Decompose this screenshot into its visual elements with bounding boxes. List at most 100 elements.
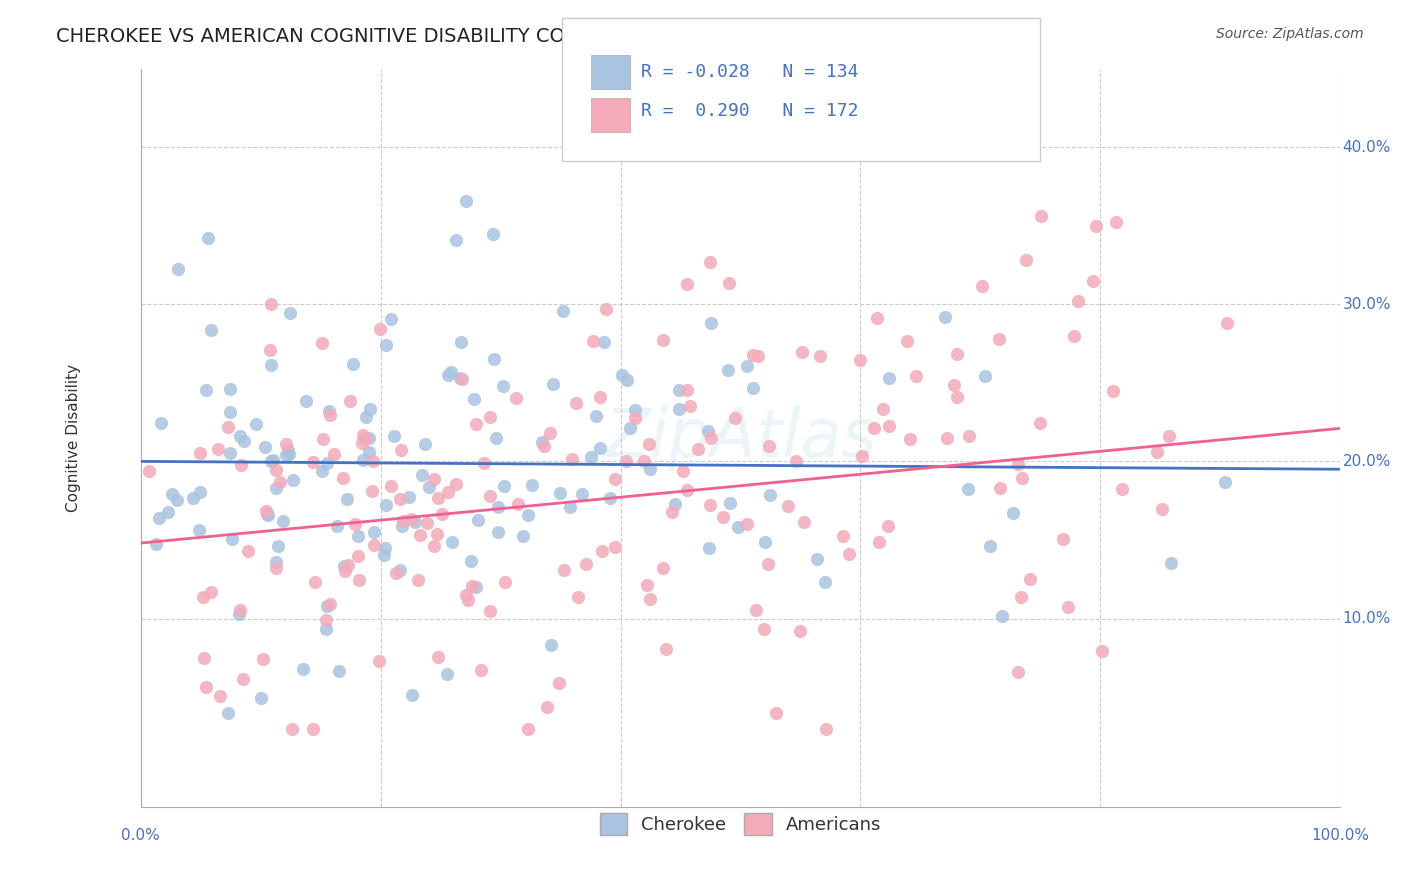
Point <box>603 540 626 554</box>
Point <box>808 350 831 364</box>
Point <box>217 420 239 434</box>
Point <box>436 666 458 681</box>
Point <box>373 548 395 562</box>
Text: CHEROKEE VS AMERICAN COGNITIVE DISABILITY CORRELATION CHART: CHEROKEE VS AMERICAN COGNITIVE DISABILIT… <box>56 27 747 45</box>
Point <box>264 561 287 575</box>
Point <box>675 483 697 498</box>
Point <box>361 453 384 467</box>
Point <box>312 432 335 446</box>
Point <box>758 439 780 453</box>
Point <box>638 462 661 476</box>
Point <box>349 574 371 588</box>
Point <box>1102 384 1125 399</box>
Point <box>898 433 921 447</box>
Point <box>207 442 229 456</box>
Point <box>391 519 413 533</box>
Point <box>193 591 215 605</box>
Point <box>409 528 432 542</box>
Point <box>363 525 385 540</box>
Point <box>218 405 240 419</box>
Point <box>1159 429 1181 443</box>
Point <box>541 376 564 391</box>
Point <box>505 391 527 405</box>
Point <box>540 638 562 652</box>
Point <box>482 227 505 242</box>
Point <box>1085 219 1108 233</box>
Text: Source: ZipAtlas.com: Source: ZipAtlas.com <box>1216 27 1364 41</box>
Point <box>560 500 582 515</box>
Point <box>849 352 872 367</box>
Point <box>423 472 446 486</box>
Point <box>440 365 463 379</box>
Point <box>336 492 359 507</box>
Point <box>266 463 288 477</box>
Point <box>619 421 641 435</box>
Point <box>688 442 710 457</box>
Point <box>160 487 183 501</box>
Point <box>868 535 890 549</box>
Point <box>374 541 396 556</box>
Point <box>389 491 412 506</box>
Point <box>257 508 280 523</box>
Point <box>1052 532 1074 546</box>
Point <box>264 555 287 569</box>
Point <box>352 428 374 442</box>
Point <box>1150 502 1173 516</box>
Point <box>1029 416 1052 430</box>
Point <box>427 649 450 664</box>
Point <box>697 424 720 438</box>
Point <box>565 396 588 410</box>
Point <box>391 514 413 528</box>
Point <box>785 454 807 468</box>
Point <box>652 561 675 575</box>
Point <box>333 564 356 578</box>
Point <box>260 453 283 467</box>
Text: 30.0%: 30.0% <box>1343 297 1391 311</box>
Point <box>461 579 484 593</box>
Point <box>492 378 515 392</box>
Point <box>747 349 769 363</box>
Point <box>655 642 678 657</box>
Point <box>360 483 382 498</box>
Point <box>418 480 440 494</box>
Point <box>229 603 252 617</box>
Point <box>636 578 658 592</box>
Point <box>218 446 240 460</box>
Point <box>380 479 402 493</box>
Point <box>281 722 304 736</box>
Point <box>610 368 633 383</box>
Point <box>668 402 690 417</box>
Point <box>278 306 301 320</box>
Point <box>1057 600 1080 615</box>
Point <box>375 338 398 352</box>
Point <box>877 419 900 434</box>
Point <box>398 490 420 504</box>
Point <box>367 654 389 668</box>
Point <box>624 411 647 425</box>
Point <box>1007 665 1029 679</box>
Point <box>756 558 779 572</box>
Point <box>252 652 274 666</box>
Point <box>449 370 471 384</box>
Text: ZipAtlas: ZipAtlas <box>605 405 877 471</box>
Point <box>484 431 506 445</box>
Point <box>599 491 621 505</box>
Point <box>863 421 886 435</box>
Point <box>232 672 254 686</box>
Point <box>277 443 299 458</box>
Point <box>426 527 449 541</box>
Point <box>972 278 994 293</box>
Point <box>668 383 690 397</box>
Point <box>652 334 675 348</box>
Point <box>229 428 252 442</box>
Point <box>354 409 377 424</box>
Point <box>260 358 283 372</box>
Point <box>200 323 222 337</box>
Point <box>339 394 361 409</box>
Point <box>389 442 412 457</box>
Point <box>633 454 655 468</box>
Point <box>322 447 344 461</box>
Point <box>699 255 721 269</box>
Point <box>250 691 273 706</box>
Point <box>1160 556 1182 570</box>
